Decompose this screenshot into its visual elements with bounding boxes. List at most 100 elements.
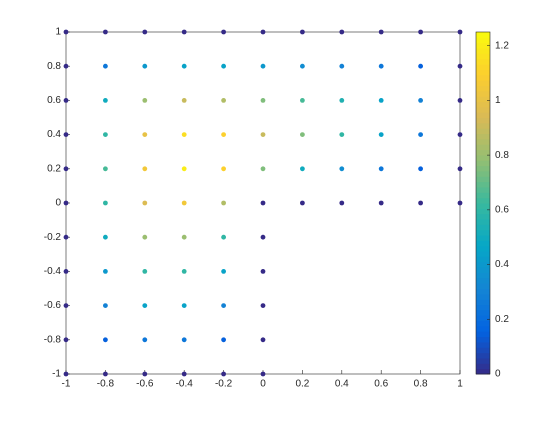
point: [378, 98, 384, 103]
colorbar-band: [476, 203, 490, 209]
colorbar-band: [476, 42, 490, 49]
colorbar-band: [476, 32, 490, 38]
y-tick-label: 0.8: [47, 61, 61, 72]
colorbar-band: [476, 293, 490, 300]
point: [339, 29, 345, 35]
colorbar-band: [476, 320, 490, 327]
colorbar-band: [476, 128, 490, 135]
y-tick-label: -0.2: [44, 232, 62, 243]
y-tick-label: 0.6: [47, 95, 61, 106]
colorbar-band: [476, 149, 490, 156]
colorbar-tick-label: 0.4: [495, 259, 509, 270]
point: [260, 29, 266, 35]
colorbar-box: [475, 31, 491, 375]
point: [300, 29, 305, 35]
colorbar-band: [476, 48, 490, 54]
point: [63, 234, 69, 240]
x-tick-label: 0.4: [335, 379, 349, 390]
point: [260, 337, 266, 343]
colorbar-band: [476, 288, 490, 295]
colorbar-band: [476, 37, 490, 44]
point: [181, 132, 187, 138]
point: [221, 98, 227, 103]
point: [103, 200, 108, 206]
colorbar-band: [476, 112, 490, 118]
point: [339, 63, 345, 69]
x-tick-label: -0.6: [136, 379, 154, 390]
point: [63, 98, 69, 103]
point: [181, 337, 187, 343]
colorbar-band: [476, 219, 490, 225]
point: [457, 166, 463, 172]
colorbar-band: [476, 197, 490, 204]
point: [181, 98, 187, 103]
colorbar-band: [476, 144, 490, 151]
colorbar-band: [476, 299, 490, 306]
colorbar-band: [476, 261, 490, 268]
point: [221, 166, 227, 172]
point: [103, 63, 108, 69]
point: [221, 63, 227, 69]
point: [260, 371, 266, 377]
point: [221, 234, 227, 240]
point: [260, 269, 266, 274]
point: [142, 200, 148, 206]
point: [142, 63, 148, 69]
colorbar-tick-label: 0: [495, 369, 501, 380]
colorbar-tick-label: 1: [495, 95, 501, 106]
colorbar-band: [476, 122, 490, 129]
point: [221, 337, 227, 343]
point: [418, 29, 423, 35]
y-tick-label: -1: [52, 369, 61, 380]
point: [103, 269, 108, 274]
point: [181, 29, 187, 35]
point: [300, 200, 305, 206]
point: [221, 29, 227, 35]
colorbar-band: [476, 347, 490, 354]
point: [418, 63, 423, 69]
colorbar-band: [476, 64, 490, 70]
colorbar-band: [476, 154, 490, 161]
x-tick-label: 1: [457, 379, 463, 390]
point: [142, 98, 148, 103]
point: [339, 132, 345, 138]
point: [300, 63, 305, 69]
point: [300, 132, 305, 138]
point: [260, 303, 266, 308]
colorbar-band: [476, 74, 490, 81]
point: [221, 269, 227, 274]
point: [142, 166, 148, 172]
point: [181, 269, 187, 274]
point: [378, 63, 384, 69]
point: [457, 29, 463, 35]
point: [181, 371, 187, 377]
colorbar-band: [476, 357, 490, 364]
colorbar-band: [476, 240, 490, 247]
point: [63, 132, 69, 138]
colorbar-band: [476, 251, 490, 257]
colorbar-band: [476, 235, 490, 241]
point: [300, 166, 305, 172]
colorbar-band: [476, 245, 490, 252]
colorbar-band: [476, 213, 490, 220]
point: [181, 303, 187, 308]
y-tick-label: 0.4: [47, 129, 61, 140]
x-tick-label: 0.2: [295, 379, 309, 390]
y-tick-label: -0.6: [44, 300, 62, 311]
point: [339, 200, 345, 206]
point: [142, 303, 148, 308]
x-tick-label: 0.8: [414, 379, 428, 390]
colorbar-band: [476, 363, 490, 370]
colorbar-band: [476, 165, 490, 172]
point: [181, 200, 187, 206]
point: [418, 132, 423, 138]
point: [63, 371, 69, 377]
colorbar-band: [476, 267, 490, 273]
point: [142, 337, 148, 343]
colorbar-band: [476, 224, 490, 231]
y-tick-label: 0: [55, 198, 61, 209]
colorbar-band: [476, 133, 490, 140]
point: [181, 63, 187, 69]
colorbar-band: [476, 69, 490, 76]
colorbar-band: [476, 208, 490, 215]
